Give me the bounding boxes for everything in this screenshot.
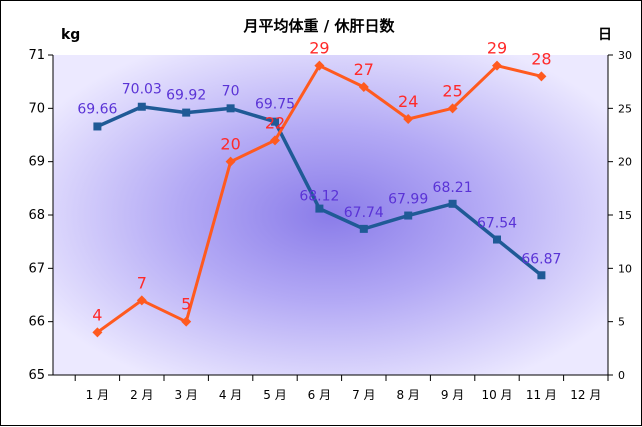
y-left-tick-label: 68 bbox=[28, 208, 45, 223]
x-tick-label: 7 月 bbox=[352, 388, 375, 402]
x-tick-label: 12 月 bbox=[570, 388, 601, 402]
x-tick-label: 8 月 bbox=[396, 388, 419, 402]
weight-marker bbox=[182, 108, 191, 117]
weight-marker bbox=[448, 199, 457, 208]
weight-marker bbox=[226, 104, 235, 113]
y-right-tick-label: 5 bbox=[618, 316, 625, 329]
days-marker bbox=[403, 114, 414, 124]
days-marker bbox=[92, 327, 103, 338]
x-tick-label: 5 月 bbox=[263, 388, 286, 402]
weight-marker bbox=[537, 271, 546, 280]
days-value-label: 24 bbox=[398, 92, 418, 111]
weight-value-label: 67.54 bbox=[477, 216, 517, 232]
y-left-tick-label: 65 bbox=[28, 368, 45, 383]
days-value-label: 28 bbox=[531, 49, 551, 68]
weight-value-label: 66.87 bbox=[521, 251, 561, 267]
days-marker bbox=[358, 82, 369, 92]
y-left-tick-label: 66 bbox=[28, 315, 45, 330]
weight-value-label: 70.03 bbox=[122, 82, 162, 98]
days-value-label: 5 bbox=[181, 295, 191, 314]
weight-marker bbox=[404, 211, 413, 220]
x-tick-label: 2 月 bbox=[130, 388, 153, 402]
series-lines bbox=[92, 60, 547, 338]
weight-value-label: 68.12 bbox=[299, 189, 339, 205]
weight-value-label: 69.75 bbox=[255, 97, 295, 113]
days-value-label: 27 bbox=[354, 60, 374, 79]
days-marker bbox=[314, 60, 325, 71]
days-value-label: 25 bbox=[442, 81, 462, 100]
right-axis-unit: 日 bbox=[598, 27, 612, 43]
weight-marker bbox=[359, 224, 368, 233]
y-right-tick-label: 10 bbox=[618, 262, 632, 275]
axis-ticks: 65 66 67 68 69 70 71 0 5 10 15 20 25 30 1 月 2 月 3 月 4 月 5 … bbox=[28, 48, 632, 402]
days-value-label: 4 bbox=[92, 305, 102, 324]
days-marker bbox=[136, 295, 147, 306]
days-value-label: 7 bbox=[137, 273, 147, 292]
weight-marker bbox=[137, 102, 146, 111]
left-axis-unit: kg bbox=[61, 27, 80, 43]
weight-marker bbox=[93, 122, 102, 131]
y-left-tick-label: 71 bbox=[28, 48, 45, 63]
weight-value-label: 70 bbox=[222, 83, 240, 99]
days-marker bbox=[447, 103, 458, 114]
days-marker bbox=[270, 135, 280, 146]
days-marker bbox=[536, 71, 547, 82]
y-right-tick-label: 15 bbox=[618, 209, 632, 222]
y-right-tick-label: 25 bbox=[618, 102, 632, 115]
x-tick-label: 6 月 bbox=[308, 388, 331, 402]
weight-value-label: 67.99 bbox=[388, 192, 428, 208]
y-left-tick-label: 69 bbox=[28, 155, 45, 170]
x-tick-label: 1 月 bbox=[86, 388, 109, 402]
y-right-tick-label: 30 bbox=[618, 49, 632, 62]
chart-title: 月平均体重 / 休肝日数 bbox=[243, 17, 396, 35]
x-tick-label: 4 月 bbox=[219, 388, 242, 402]
weight-marker bbox=[493, 235, 501, 244]
days-marker bbox=[492, 60, 502, 71]
weight-value-label: 68.21 bbox=[433, 180, 473, 196]
days-value-label: 29 bbox=[309, 39, 329, 58]
days-marker bbox=[181, 316, 192, 327]
x-tick-label: 10 月 bbox=[481, 388, 512, 402]
x-tick-label: 11 月 bbox=[526, 388, 557, 402]
days-value-label: 20 bbox=[220, 135, 240, 154]
y-right-tick-label: 20 bbox=[618, 156, 632, 169]
y-left-tick-label: 70 bbox=[28, 101, 45, 116]
weight-value-label: 69.92 bbox=[166, 88, 206, 104]
x-tick-label: 3 月 bbox=[174, 388, 197, 402]
days-value-label: 22 bbox=[265, 113, 285, 132]
y-right-tick-label: 0 bbox=[618, 369, 625, 382]
y-left-tick-label: 67 bbox=[28, 261, 45, 276]
weight-value-label: 69.66 bbox=[77, 101, 117, 117]
x-tick-label: 9 月 bbox=[441, 388, 464, 402]
days-marker bbox=[225, 156, 236, 167]
weight-marker bbox=[271, 117, 279, 126]
weight-value-label: 67.74 bbox=[344, 205, 384, 221]
weight-marker bbox=[315, 204, 324, 213]
days-value-label: 29 bbox=[487, 39, 507, 58]
